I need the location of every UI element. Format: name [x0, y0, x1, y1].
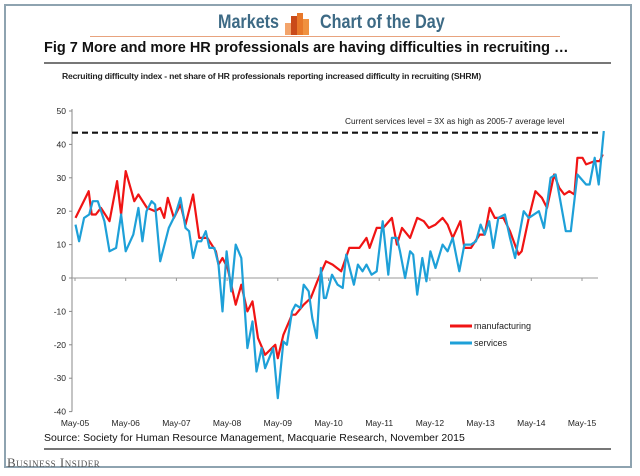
chart-title: Recruiting difficulty index - net share …	[62, 71, 482, 81]
header: Markets Chart of the Day	[0, 5, 640, 35]
x-tick-label: May-07	[162, 418, 191, 428]
x-tick-label: May-08	[213, 418, 242, 428]
y-tick-label: 10	[57, 240, 67, 250]
reference-line-label: Current services level = 3X as high as 2…	[345, 116, 564, 126]
y-tick-label: 20	[57, 206, 67, 216]
y-tick-label: -30	[54, 373, 67, 383]
x-tick-label: May-11	[365, 418, 393, 428]
x-tick-label: May-14	[517, 418, 546, 428]
y-tick-label: 30	[57, 173, 67, 183]
y-tick-label: 0	[61, 273, 66, 283]
divider	[90, 36, 560, 37]
x-tick-label: May-13	[466, 418, 495, 428]
divider	[44, 62, 611, 64]
bar-chart-logo-icon	[285, 13, 309, 35]
series-line-services	[74, 130, 605, 400]
y-tick-label: -40	[54, 407, 67, 417]
x-tick-label: May-10	[314, 418, 343, 428]
business-insider-logo: Business Insider	[7, 455, 101, 470]
header-chart-of-the-day: Chart of the Day	[320, 12, 445, 33]
x-tick-label: May-12	[416, 418, 445, 428]
header-markets: Markets	[218, 12, 280, 33]
x-tick-label: May-05	[61, 418, 90, 428]
x-tick-label: May-06	[112, 418, 141, 428]
y-tick-label: 40	[57, 139, 67, 149]
x-tick-label: May-09	[264, 418, 293, 428]
source-note: Source: Society for Human Resource Manag…	[44, 432, 465, 444]
x-tick-label: May-15	[568, 418, 597, 428]
legend-label-manufacturing: manufacturing	[474, 321, 531, 331]
chart-frame	[4, 4, 632, 468]
y-tick-label: -20	[54, 340, 67, 350]
figure-title: Fig 7 More and more HR professionals are…	[44, 40, 569, 56]
legend-label-services: services	[474, 338, 508, 348]
y-tick-label: 50	[57, 106, 67, 116]
divider	[44, 448, 611, 450]
y-tick-label: -10	[54, 306, 67, 316]
